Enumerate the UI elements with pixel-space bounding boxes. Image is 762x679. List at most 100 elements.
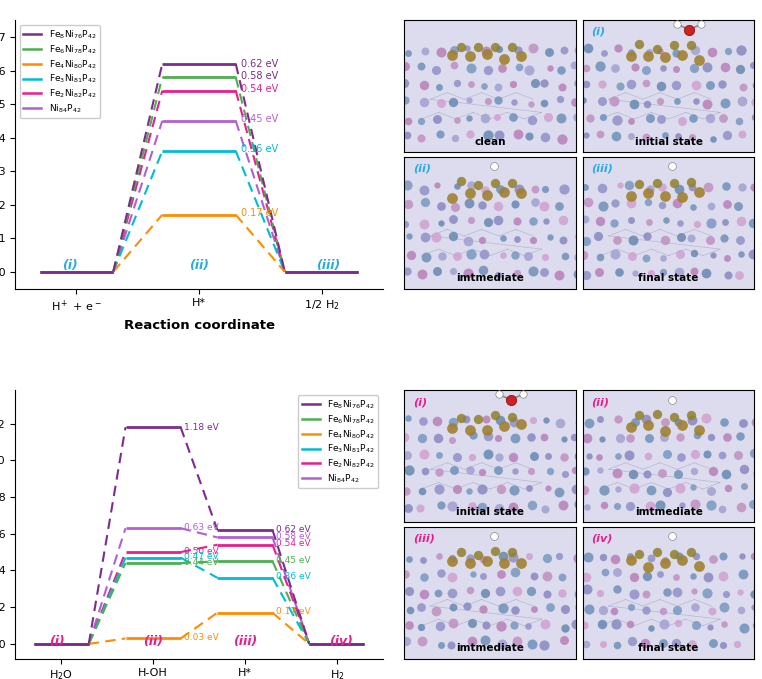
Point: [642, 420, 654, 430]
Point: [594, 60, 607, 71]
Point: [722, 45, 734, 56]
Point: [722, 270, 735, 280]
Point: [478, 80, 490, 91]
Point: [597, 552, 609, 563]
Point: [577, 250, 589, 261]
Point: [643, 47, 655, 58]
Point: [690, 619, 702, 630]
Text: initial state: initial state: [635, 136, 703, 147]
Point: [448, 464, 460, 475]
Point: [642, 450, 655, 461]
Point: [625, 79, 637, 90]
Point: [640, 132, 652, 143]
Point: [738, 568, 750, 579]
Point: [704, 234, 716, 245]
Point: [558, 635, 570, 646]
Point: [463, 198, 475, 208]
Point: [511, 586, 523, 597]
Point: [472, 550, 484, 561]
Point: [446, 572, 458, 583]
Point: [597, 619, 609, 629]
Point: [555, 571, 568, 582]
Point: [655, 81, 668, 92]
Point: [643, 217, 655, 227]
Point: [626, 469, 639, 480]
Point: [658, 432, 671, 443]
Point: [736, 96, 748, 107]
Point: [434, 499, 447, 510]
Point: [659, 52, 671, 62]
Point: [491, 111, 503, 122]
Point: [747, 60, 759, 71]
Point: [670, 79, 682, 90]
Point: [522, 251, 534, 261]
Point: [482, 217, 495, 228]
Point: [462, 236, 474, 246]
Point: [721, 129, 733, 140]
Point: [706, 466, 719, 477]
Point: [455, 546, 467, 557]
Point: [674, 267, 686, 278]
Point: [495, 415, 507, 426]
Point: [597, 485, 610, 496]
Point: [675, 452, 687, 462]
Point: [543, 232, 555, 242]
X-axis label: Reaction coordinate: Reaction coordinate: [123, 319, 274, 332]
Point: [597, 639, 609, 650]
Point: [734, 234, 746, 245]
Point: [557, 235, 569, 246]
Point: [582, 197, 594, 208]
Point: [509, 433, 521, 443]
Point: [431, 179, 443, 190]
Point: [447, 618, 459, 629]
Point: [751, 467, 762, 478]
Point: [399, 485, 411, 496]
Point: [753, 567, 762, 578]
Point: [399, 61, 411, 72]
Point: [704, 621, 716, 632]
Point: [399, 431, 411, 442]
Point: [613, 433, 626, 444]
Point: [466, 452, 478, 462]
Point: [465, 180, 477, 191]
Point: [568, 96, 581, 107]
Point: [655, 568, 667, 579]
Point: [721, 252, 733, 263]
Point: [415, 485, 427, 496]
Point: [463, 128, 475, 139]
Point: [399, 95, 411, 106]
Point: [529, 197, 541, 208]
Point: [716, 79, 728, 90]
Point: [716, 503, 728, 514]
Point: [432, 588, 444, 599]
Point: [523, 131, 535, 142]
Point: [722, 483, 735, 494]
Point: [736, 128, 748, 139]
Point: [447, 96, 459, 107]
Point: [719, 62, 731, 73]
Point: [497, 250, 509, 261]
Point: [580, 571, 592, 582]
Text: 0.63 eV: 0.63 eV: [184, 523, 219, 532]
Point: [626, 636, 638, 646]
Point: [659, 416, 671, 427]
Point: [701, 98, 713, 109]
Point: [417, 416, 429, 427]
Point: [574, 198, 586, 208]
Point: [507, 485, 520, 496]
Point: [748, 550, 760, 561]
Point: [657, 266, 669, 277]
Point: [434, 128, 446, 139]
Point: [592, 231, 604, 242]
Point: [527, 415, 539, 426]
Point: [451, 115, 463, 126]
Point: [719, 180, 732, 191]
Point: [537, 98, 549, 109]
Point: [572, 231, 584, 242]
Point: [541, 553, 553, 564]
Point: [623, 501, 636, 512]
Point: [512, 45, 524, 56]
Point: [403, 464, 415, 475]
Point: [659, 129, 671, 140]
Text: final state: final state: [639, 273, 699, 283]
